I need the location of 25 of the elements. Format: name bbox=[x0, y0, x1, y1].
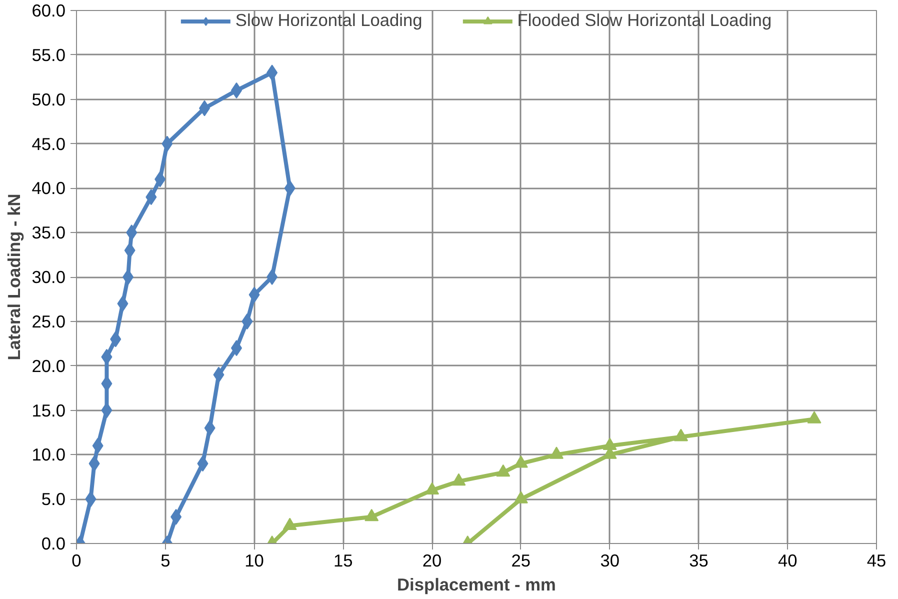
x-tick-label: 25 bbox=[511, 550, 531, 570]
x-tick-label: 15 bbox=[334, 550, 353, 570]
x-tick-label: 35 bbox=[689, 550, 708, 570]
y-tick-label: 50.0 bbox=[32, 89, 66, 110]
y-tick-label: 55.0 bbox=[32, 44, 66, 65]
y-tick-label: 15.0 bbox=[32, 400, 66, 420]
y-tick-label: 40.0 bbox=[32, 178, 66, 198]
x-tick-label: 10 bbox=[244, 550, 264, 570]
x-tick-label: 40 bbox=[778, 550, 798, 570]
y-tick-label: 30.0 bbox=[32, 267, 66, 287]
x-tick-label: 5 bbox=[160, 550, 170, 570]
y-axis-title: Lateral Loading - kN bbox=[4, 194, 24, 360]
y-tick-label: 0.0 bbox=[41, 534, 66, 554]
x-tick-label: 30 bbox=[600, 550, 620, 570]
y-tick-label: 35.0 bbox=[32, 222, 66, 243]
y-tick-label: 10.0 bbox=[32, 444, 66, 465]
y-tick-label: 5.0 bbox=[41, 489, 66, 510]
x-tick-label: 20 bbox=[422, 550, 442, 570]
y-tick-label: 45.0 bbox=[32, 134, 66, 154]
y-tick-label: 25.0 bbox=[32, 311, 66, 332]
x-axis-title: Displacement - mm bbox=[397, 574, 556, 594]
y-tick-label: 20.0 bbox=[32, 356, 66, 376]
x-tick-label: 0 bbox=[72, 550, 82, 570]
y-tick-label: 60.0 bbox=[32, 0, 66, 20]
x-tick-label: 45 bbox=[866, 550, 886, 570]
